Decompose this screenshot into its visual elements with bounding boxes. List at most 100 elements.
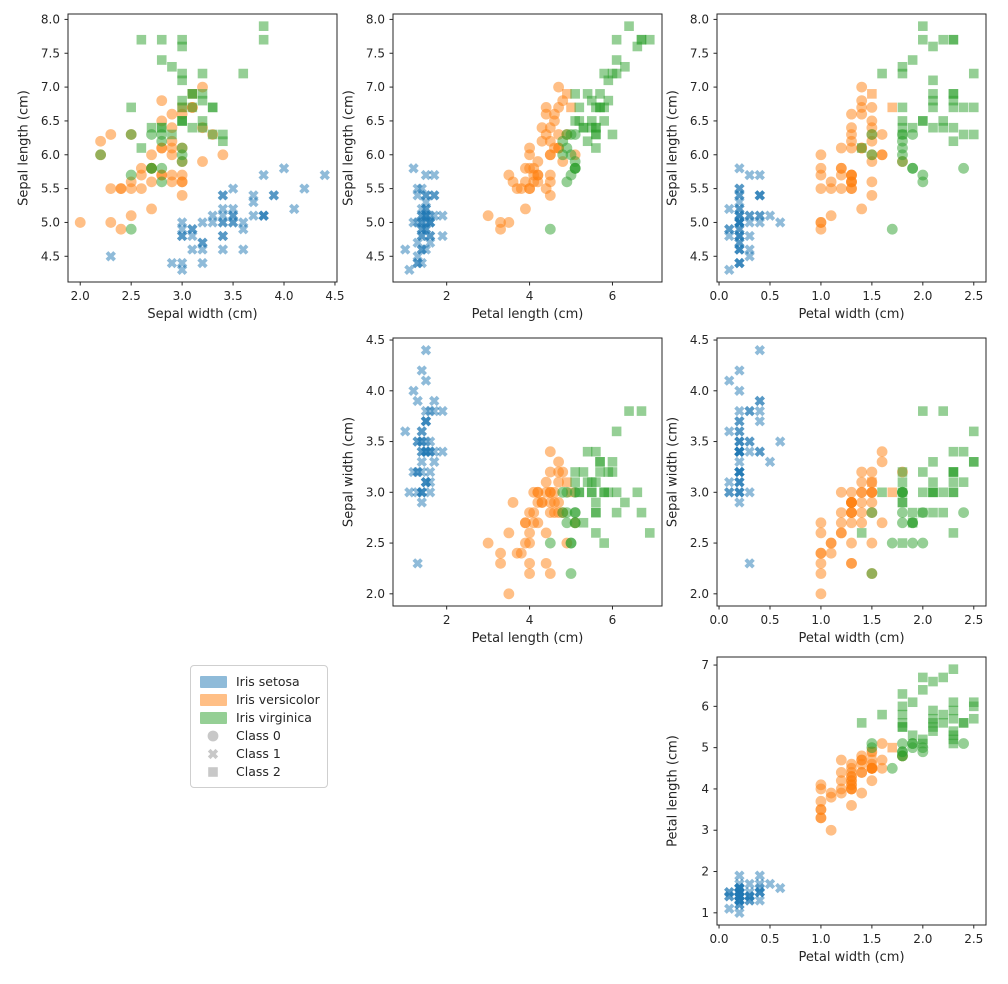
scatter-point-circle <box>549 486 560 498</box>
scatter-point-circle <box>866 149 878 161</box>
iris-versicolor-swatch-icon <box>199 694 227 706</box>
scatter-point-x <box>416 466 427 478</box>
scatter-point-x <box>734 476 745 488</box>
scatter-point-square <box>570 467 580 477</box>
scatter-point-x <box>424 466 436 478</box>
scatter-point-square <box>928 95 938 106</box>
y-tick-label: 5.0 <box>690 215 709 229</box>
scatter-point-square <box>958 102 969 113</box>
scatter-point-square <box>603 75 614 86</box>
scatter-point-x <box>420 169 432 181</box>
scatter-point-x <box>416 426 427 437</box>
scatter-point-circle <box>540 108 552 120</box>
scatter-point-x <box>734 497 745 508</box>
scatter-point-circle <box>886 762 898 774</box>
scatter-point-circle <box>815 795 827 807</box>
scatter-point-x <box>217 230 229 242</box>
scatter-point-circle <box>835 775 847 787</box>
y-tick-label: 3.0 <box>366 485 385 499</box>
x-axis-label: Sepal width (cm) <box>147 307 257 322</box>
scatter-point-x <box>408 385 419 396</box>
scatter-point-circle <box>825 791 837 803</box>
scatter-point-circle <box>544 466 556 478</box>
scatter-point-circle <box>482 537 494 549</box>
scatter-points <box>724 664 979 918</box>
scatter-point-square <box>146 122 157 133</box>
x-axis-label: Petal width (cm) <box>798 631 904 646</box>
scatter-point-x <box>724 426 735 437</box>
scatter-point-circle <box>846 771 857 782</box>
scatter-point-circle <box>876 149 888 161</box>
scatter-point-circle <box>125 169 137 181</box>
y-axis-label: Sepal width (cm) <box>342 417 357 527</box>
scatter-point-square <box>582 89 593 99</box>
scatter-point-x <box>734 257 745 269</box>
scatter-point-circle <box>856 507 868 519</box>
scatter-point-square <box>595 89 605 99</box>
scatter-point-square <box>611 507 622 518</box>
scatter-point-square <box>938 116 949 126</box>
scatter-point-circle <box>825 183 837 195</box>
scatter-point-x <box>734 446 745 457</box>
scatter-point-circle <box>125 223 137 235</box>
y-tick-label: 5.5 <box>690 182 709 196</box>
scatter-point-circle <box>897 156 908 167</box>
scatter-point-square <box>897 722 908 732</box>
scatter-point-square <box>578 517 589 528</box>
legend-item-class-0: Class 0 <box>199 727 319 745</box>
scatter-point-x <box>764 210 776 221</box>
scatter-point-x <box>724 375 735 386</box>
scatter-point-circle <box>846 135 857 147</box>
y-tick-label: 4.5 <box>690 333 709 347</box>
y-tick-label: 4 <box>701 782 709 796</box>
scatter-point-circle <box>846 517 857 529</box>
scatter-point-square <box>968 713 979 724</box>
scatter-point-square <box>599 116 609 126</box>
scatter-point-circle <box>553 456 564 468</box>
scatter-point-circle <box>907 537 919 549</box>
scatter-point-x <box>724 264 735 275</box>
x-tick-label: 2.5 <box>964 289 983 303</box>
scatter-point-square <box>968 102 979 113</box>
scatter-point-x <box>424 405 436 417</box>
scatter-point-square <box>197 68 208 79</box>
scatter-point-x <box>437 210 448 221</box>
scatter-point-square <box>599 538 609 548</box>
legend-label: Class 2 <box>236 764 281 779</box>
scatter-point-circle <box>835 527 847 539</box>
y-tick-label: 5.0 <box>366 215 385 229</box>
scatter-point-circle <box>835 169 847 181</box>
scatter-point-x <box>734 217 745 228</box>
scatter-point-square <box>907 730 918 741</box>
scatter-point-x <box>744 217 755 228</box>
scatter-point-square <box>928 457 938 467</box>
scatter-point-square <box>578 122 589 133</box>
scatter-point-circle <box>507 497 519 508</box>
scatter-point-square <box>136 143 147 153</box>
scatter-point-circle <box>503 169 515 181</box>
scatter-point-square <box>207 102 218 113</box>
scatter-point-square <box>907 697 918 708</box>
scatter-point-square <box>928 89 938 99</box>
scatter-point-square <box>948 34 959 45</box>
scatter-point-square <box>968 68 979 79</box>
scatter-point-square <box>907 55 918 65</box>
scatter-point-circle <box>958 507 969 519</box>
scatter-point-circle <box>856 476 868 488</box>
scatter-point-circle <box>856 767 868 778</box>
scatter-point-x <box>197 244 208 255</box>
scatter-point-x <box>227 203 239 215</box>
scatter-point-square <box>928 102 938 113</box>
y-axis-label: Sepal length (cm) <box>666 90 681 206</box>
scatter-point-square <box>897 467 908 477</box>
scatter-point-x <box>764 878 776 890</box>
scatter-point-square <box>591 507 601 518</box>
scatter-point-square <box>968 129 979 140</box>
scatter-point-circle <box>503 527 515 539</box>
y-axis-label: Sepal length (cm) <box>17 90 32 206</box>
scatter-point-x <box>420 446 432 457</box>
scatter-point-square <box>918 116 928 126</box>
scatter-point-square <box>574 102 585 113</box>
scatter-point-circle <box>846 758 857 770</box>
scatter-point-x <box>176 230 188 242</box>
